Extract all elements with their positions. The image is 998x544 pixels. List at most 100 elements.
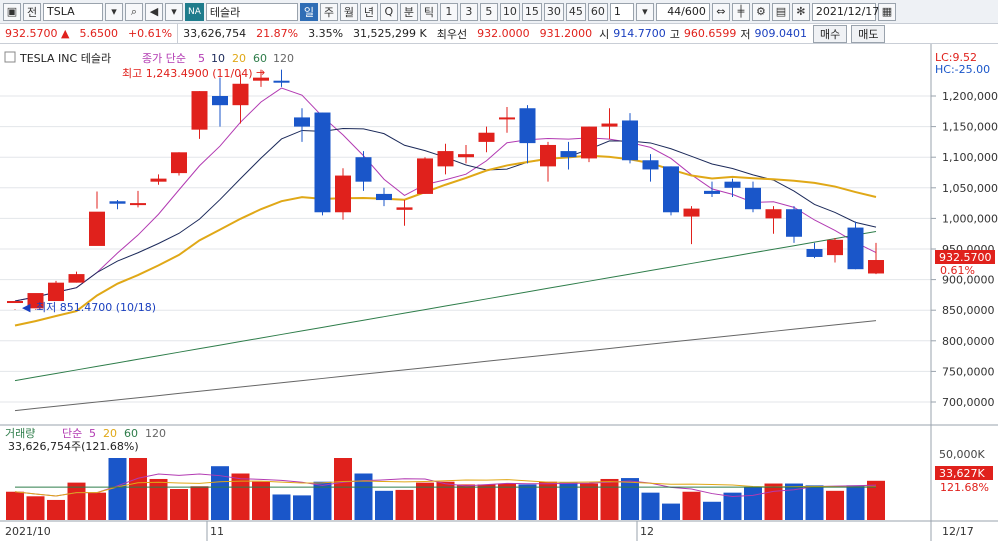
y-tick-label: 1,000,0000 [942,212,998,225]
period-month[interactable]: 월 [339,2,358,21]
vol-last-pct: 121.68% [940,481,989,494]
volume-ma-label: 단순 [62,427,82,440]
sell-button[interactable]: 매도 [851,24,886,43]
vol-y-tick: 50,000K [939,448,985,461]
candle-body [294,117,310,127]
vol-ma120-label: 120 [145,427,166,440]
interval-45[interactable]: 45 [565,2,586,21]
ma60-label: 60 [253,52,267,65]
period-tick[interactable]: 틱 [419,2,438,21]
candle-body [581,126,597,159]
settings-icon[interactable]: ⚙ [751,2,770,21]
vol-last-tag [935,466,993,480]
symbol-input[interactable]: TSLA [43,2,103,21]
search-icon[interactable]: ⌕ [125,2,143,21]
candle-body [683,208,700,217]
bid-value: 931.2000 [539,27,593,40]
volume-bar [662,503,680,520]
interval-1[interactable]: 1 [439,2,458,21]
volume-bar [559,482,578,520]
volume-bar [867,480,885,520]
volume-bar [231,473,250,520]
gear-icon[interactable]: ✻ [791,2,810,21]
zoom-icon[interactable]: ⇔ [711,2,730,21]
candle-body [847,227,864,270]
candle-icon[interactable]: ╪ [731,2,750,21]
y-tick-label: 1,050,0000 [942,182,998,195]
volume-bar [313,481,332,520]
ma120-line [14,320,877,412]
candle-body [253,77,269,81]
legend-box-icon [4,51,16,63]
volume-bar [744,487,762,520]
interval-10[interactable]: 10 [499,2,520,21]
volume-bar [67,482,86,520]
sound-icon[interactable]: ◀ [145,2,163,21]
interval-5[interactable]: 5 [479,2,498,21]
volume-bar [498,483,516,520]
count-input[interactable]: 44/600 [655,2,710,21]
layout-icon[interactable]: ▣ [3,2,21,21]
toolbar: ▣ 전 TSLA ▾ ⌕ ◀ ▾ NA 테슬라 일 주 월 년 Q 분 틱 1 … [0,0,998,24]
x-label-nov: 11 [210,525,224,538]
candle-body [704,190,720,194]
period-week[interactable]: 주 [319,2,338,21]
vol-last-tag-text: 33,627K [939,467,985,480]
interval-dropdown-icon[interactable]: ▾ [635,2,654,21]
volume-bar [436,481,455,520]
high-marker-arrow-icon: → [256,66,265,79]
volume-bar [26,496,45,520]
y-tick-label: 1,200,0000 [942,90,998,103]
volume-bar [395,489,414,520]
candle-body [335,175,351,213]
save-icon[interactable]: ▤ [771,2,790,21]
x-label-dec: 12 [640,525,654,538]
candlestick-chart[interactable]: 700,0000 750,0000 800,0000 850,0000 900,0000… [0,44,998,541]
open-value: 914.7700 [613,27,666,40]
low-label: 저 [740,27,751,41]
low-value: 909.0401 [754,27,807,40]
volume-bar [518,484,537,520]
candle-body [150,178,167,182]
hc-label: HC:-25.00 [935,63,990,76]
date-input[interactable]: 2021/12/17 [811,2,879,21]
symbol-dropdown-icon[interactable]: ▾ [105,2,123,21]
period-quarter[interactable]: Q [379,2,398,21]
y-tick-label: 700,0000 [942,396,995,409]
period-year[interactable]: 년 [359,2,378,21]
up-arrow-icon: ▲ [61,27,70,40]
interval-30[interactable]: 30 [543,2,564,21]
candle-body [417,158,433,194]
candle-body [724,181,741,188]
volume-bar [641,492,660,520]
candle-body [806,249,823,257]
volume-bar [334,458,352,520]
candle-body [437,151,454,167]
interval-15[interactable]: 15 [521,2,542,21]
best-label: 최우선 [436,27,468,41]
candle-body [212,96,228,106]
vol-ma20-label: 20 [103,427,117,440]
period-minute[interactable]: 분 [399,2,418,21]
buy-button[interactable]: 매수 [812,24,848,43]
candle-body [232,83,249,106]
interval-3[interactable]: 3 [459,2,478,21]
period-day[interactable]: 일 [299,2,318,21]
last-price-tag [935,250,995,264]
market-select[interactable]: 전 [23,2,41,21]
candle-body [519,108,536,144]
calendar-icon[interactable]: ▦ [877,2,896,21]
candle-body [314,112,331,213]
vol-ma5-label: 5 [89,427,96,440]
candle-body [560,151,577,158]
candle-body [601,123,618,127]
volume-bar [826,490,844,520]
candle-body [663,166,679,213]
chart-area[interactable]: 700,0000 750,0000 800,0000 850,0000 900,0000… [0,44,998,541]
interval-60[interactable]: 60 [587,2,608,21]
menu-dropdown-icon[interactable]: ▾ [165,2,183,21]
interval-input[interactable]: 1 [609,2,634,21]
pct2-value: 3.35% [308,27,344,40]
amount-value: 31,525,299 K [353,27,427,40]
last-price-tag-text: 932.5700 [939,251,992,264]
